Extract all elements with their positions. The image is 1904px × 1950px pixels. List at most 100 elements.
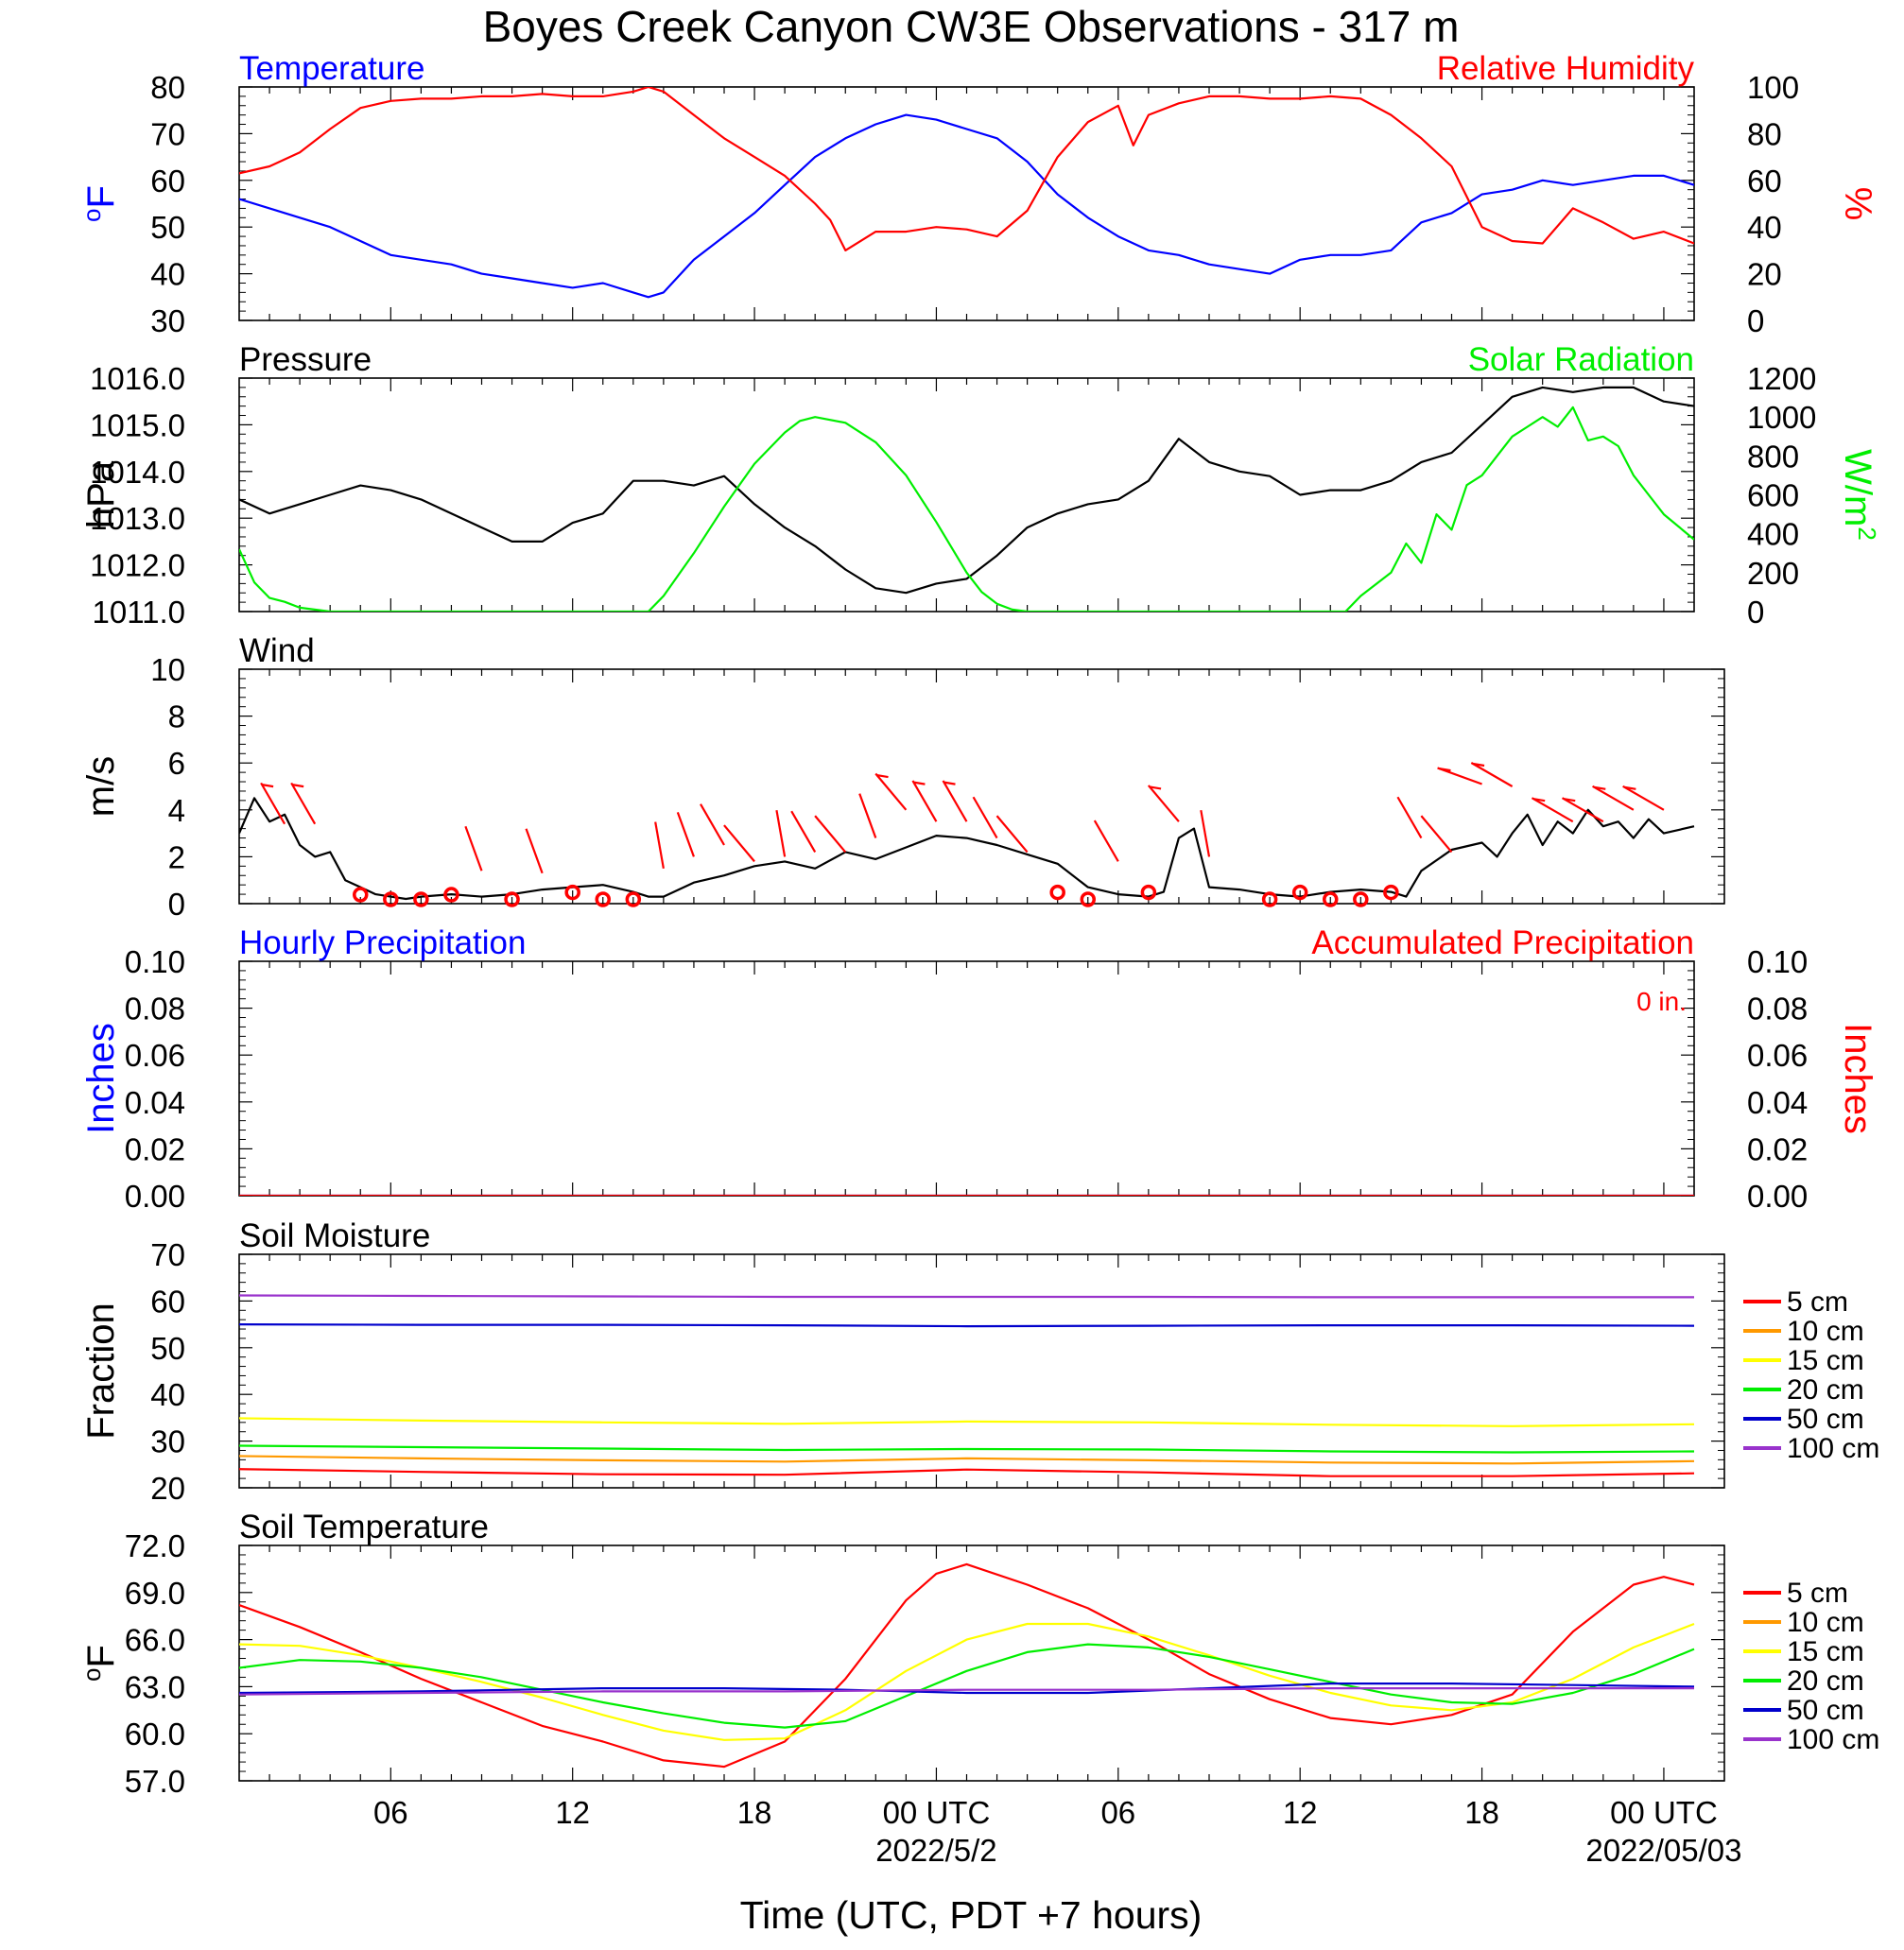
wind-barb (1093, 820, 1119, 862)
panel-title-left: Hourly Precipitation (239, 924, 526, 961)
legend-label: 50 cm (1787, 1695, 1864, 1726)
series-line-15-cm (239, 1417, 1695, 1427)
y-axis-unit-left: oF (78, 185, 122, 222)
y-tick-label-left: 0 (168, 887, 185, 922)
y-tick-label-right: 200 (1747, 556, 1799, 591)
wind-barb (260, 782, 286, 825)
y-tick-label-left: 8 (168, 699, 185, 734)
panel-soil_temperature: 72.0 69.0 66.0 63.0 60.0 57.0 Soil Temperature… (78, 1509, 1879, 1868)
calm-wind-circle (595, 891, 611, 907)
wind-barb (1396, 796, 1423, 839)
y-tick-label-right: 1000 (1747, 400, 1816, 435)
panel-frame (238, 1544, 1725, 1782)
wind-barb (874, 772, 908, 811)
series-line-15-cm (239, 1622, 1695, 1741)
y-tick-label-left: 72.0 (125, 1528, 185, 1563)
wind-barb (676, 812, 695, 857)
wind-barb-flag (1532, 798, 1546, 802)
panel-frame (238, 86, 1695, 321)
wind-barb-flag (261, 784, 274, 788)
y-tick-label-right: 60 (1747, 164, 1782, 198)
y-tick-label-left: 80 (150, 70, 185, 105)
y-tick-label-left: 63.0 (125, 1669, 185, 1704)
y-tick-label-left: 1015.0 (90, 407, 185, 442)
wind-barb-flag (1439, 768, 1451, 772)
y-axis-unit-left: Inches (80, 1023, 122, 1134)
wind-barb-flag (1594, 785, 1606, 790)
y-tick-label-left: 57.0 (125, 1764, 185, 1799)
legend-label: 100 cm (1787, 1433, 1879, 1464)
x-tick-label: 00 UTC (1610, 1795, 1718, 1830)
wind-barb-flag (1472, 762, 1485, 768)
y-tick-label-right: 0.06 (1747, 1038, 1808, 1073)
x-tick-label: 12 (1283, 1795, 1318, 1830)
y-tick-label-left: 1016.0 (90, 361, 185, 396)
y-tick-label-left: 1013.0 (90, 501, 185, 536)
wind-barb (464, 825, 483, 871)
y-tick-label-left: 70 (150, 116, 185, 151)
panel-temperature_humidity: 80 70 60 50 40 30 100 80 60 40 20 0 Temperature Relat… (78, 50, 1878, 338)
y-tick-label-right: 0.10 (1747, 944, 1808, 979)
y-tick-label-left: 70 (150, 1237, 185, 1272)
y-tick-label-right: 0.08 (1747, 992, 1808, 1027)
y-tick-label-left: 69.0 (125, 1576, 185, 1611)
legend-label: 10 cm (1787, 1316, 1864, 1347)
calm-wind-circle (1323, 891, 1339, 907)
y-tick-label-left: 0.00 (125, 1179, 185, 1214)
x-date-label: 2022/05/03 (1585, 1833, 1741, 1868)
x-date-label: 2022/5/2 (875, 1833, 996, 1868)
series-line-50-cm (239, 1322, 1695, 1328)
y-tick-label-right: 80 (1747, 116, 1782, 151)
y-tick-label-left: 50 (150, 1331, 185, 1366)
panel-soil_moisture: 70 60 50 40 30 20 Soil Moisture Fraction 5 cm10 … (80, 1217, 1879, 1506)
series-line-100-cm (239, 1294, 1694, 1299)
y-tick-label-right: 100 (1747, 70, 1799, 105)
calm-wind-circle (413, 891, 429, 907)
calm-wind-circle (1049, 884, 1065, 901)
y-tick-label-left: 20 (150, 1471, 185, 1506)
wind-barb-flag (1624, 785, 1636, 790)
y-tick-label-left: 6 (168, 746, 185, 781)
series-line-5-cm (239, 1562, 1695, 1769)
y-tick-label-right: 1200 (1747, 361, 1816, 396)
y-tick-label-left: 40 (150, 257, 185, 292)
y-tick-label-left: 0.06 (125, 1038, 185, 1073)
wind-barb-flag (291, 784, 304, 788)
y-tick-label-left: 40 (150, 1377, 185, 1412)
y-axis-unit-right: Inches (1837, 1023, 1878, 1134)
wind-barb (654, 821, 665, 869)
wind-barb (775, 809, 787, 857)
calm-wind-circle (383, 891, 399, 907)
series-line-relative-humidity (239, 87, 1694, 251)
wind-barb (700, 803, 725, 846)
series-line-20-cm (239, 1444, 1695, 1454)
wind-barb-flag (1564, 798, 1576, 802)
wind-barb (1622, 785, 1665, 811)
panel-title-left: Temperature (239, 50, 424, 87)
legend-label: 10 cm (1787, 1607, 1864, 1638)
wind-barb (723, 824, 755, 863)
wind-barb (290, 782, 317, 825)
series-line-100-cm (239, 1686, 1694, 1696)
panel-frame (238, 960, 1695, 1197)
x-tick-label: 00 UTC (883, 1795, 991, 1830)
y-tick-label-left: 0.02 (125, 1131, 185, 1166)
wind-barb (1147, 785, 1180, 822)
y-tick-label-left: 10 (150, 652, 185, 687)
wind-barb (972, 796, 998, 839)
calm-wind-circle (1291, 884, 1308, 901)
legend-label: 100 cm (1787, 1724, 1879, 1755)
y-tick-label-left: 30 (150, 1424, 185, 1459)
wind-barb (911, 780, 938, 822)
wind-barb (1437, 767, 1482, 785)
panel-frame (238, 1253, 1725, 1489)
accumulated-precip-value: 0 in. (1636, 987, 1687, 1016)
y-tick-label-right: 400 (1747, 517, 1799, 552)
series-line-50-cm (239, 1682, 1695, 1695)
series-line-10-cm (239, 1455, 1695, 1465)
series-line-wind (239, 797, 1695, 901)
series-line-temperature (239, 113, 1694, 299)
